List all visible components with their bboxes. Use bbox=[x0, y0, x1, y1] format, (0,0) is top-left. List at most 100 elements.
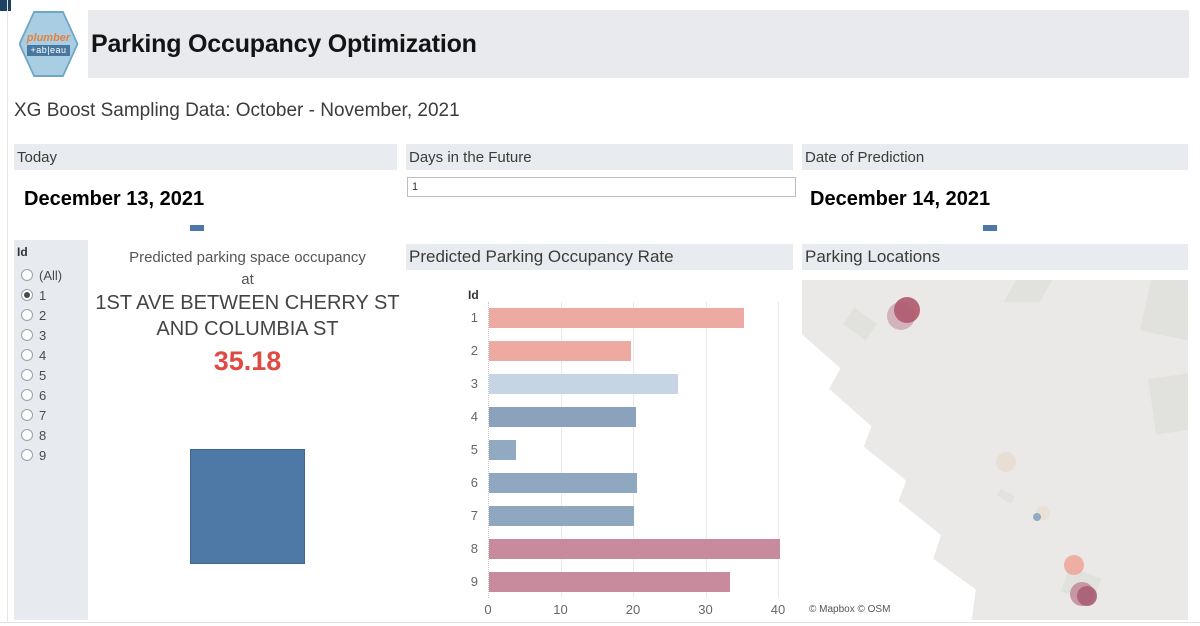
map-dot-1[interactable] bbox=[894, 297, 920, 323]
logo-word-tableau: +ab|eau bbox=[27, 44, 70, 56]
bar-label-2: 2 bbox=[470, 343, 478, 358]
bar-label-1: 1 bbox=[470, 310, 478, 325]
map-land-patch bbox=[842, 307, 878, 341]
today-date-value: December 13, 2021 bbox=[24, 188, 205, 210]
date-of-prediction-label: Date of Prediction bbox=[805, 148, 925, 166]
map-dot-5[interactable] bbox=[1077, 586, 1097, 606]
logo-hexagon-icon: plumber +ab|eau bbox=[18, 11, 79, 77]
radio-icon[interactable] bbox=[21, 349, 33, 361]
bar-label-4: 4 bbox=[470, 409, 478, 424]
map-dot-3[interactable] bbox=[1033, 513, 1041, 521]
bar-id-5[interactable] bbox=[489, 440, 516, 460]
radio-icon[interactable] bbox=[21, 409, 33, 421]
chart-x-tick: 10 bbox=[553, 602, 568, 617]
radio-icon[interactable] bbox=[21, 389, 33, 401]
chart-x-tick: 40 bbox=[770, 602, 786, 617]
radio-icon[interactable] bbox=[21, 329, 33, 341]
map-dot-2[interactable] bbox=[996, 452, 1016, 472]
days-in-future-label: Days in the Future bbox=[409, 148, 532, 166]
bar-id-4[interactable] bbox=[489, 407, 637, 427]
id-option-label: 3 bbox=[39, 327, 47, 343]
id-option-8[interactable]: 8 bbox=[14, 425, 88, 445]
bar-label-7: 7 bbox=[470, 508, 478, 523]
logo: plumber +ab|eau bbox=[14, 10, 83, 78]
radio-icon[interactable] bbox=[21, 269, 33, 281]
panel-header-days-in-future: Days in the Future bbox=[406, 144, 793, 170]
chart-gridline bbox=[778, 302, 779, 598]
chart-gridline bbox=[488, 302, 490, 598]
panel-header-chart: Predicted Parking Occupancy Rate bbox=[406, 244, 793, 270]
radio-icon[interactable] bbox=[21, 429, 33, 441]
id-filter-label: Id bbox=[17, 245, 28, 259]
bottom-divider bbox=[0, 622, 1200, 623]
id-option-4[interactable]: 4 bbox=[14, 345, 88, 365]
chart-x-tick: 30 bbox=[698, 602, 713, 617]
prediction-card-line2: at bbox=[241, 271, 254, 288]
id-option-9[interactable]: 9 bbox=[14, 445, 88, 465]
panel-header-map: Parking Locations bbox=[802, 244, 1188, 270]
id-option-label: 9 bbox=[39, 447, 47, 463]
map-land-patch bbox=[997, 488, 1015, 504]
id-option-7[interactable]: 7 bbox=[14, 405, 88, 425]
id-option-label: 8 bbox=[39, 427, 47, 443]
chart-axis-title: Id bbox=[468, 288, 479, 302]
id-filter-options: (All) 1 2 3 4 5 6 7 8 9 bbox=[14, 265, 88, 465]
radio-icon[interactable] bbox=[21, 309, 33, 321]
corner-mark bbox=[0, 0, 11, 11]
map-land-patch bbox=[1148, 373, 1188, 435]
bar-label-9: 9 bbox=[470, 574, 478, 589]
id-option-label: 6 bbox=[39, 387, 47, 403]
prediction-date-value: December 14, 2021 bbox=[810, 188, 991, 210]
bar-id-9[interactable] bbox=[489, 572, 730, 592]
occupancy-bar-chart: Id 0 10 20 30 40 1 2 3 4 5 6 7 8 9 bbox=[406, 280, 793, 620]
today-label: Today bbox=[17, 148, 58, 166]
occupancy-square-mark[interactable] bbox=[190, 449, 305, 564]
page-title: Parking Occupancy Optimization bbox=[91, 29, 477, 58]
prediction-card-street-line1: 1ST AVE BETWEEN CHERRY ST bbox=[95, 292, 400, 314]
id-option-2[interactable]: 2 bbox=[14, 305, 88, 325]
chart-gridline bbox=[560, 302, 562, 598]
prediction-gantt-mark[interactable] bbox=[983, 225, 997, 231]
id-option-5[interactable]: 5 bbox=[14, 365, 88, 385]
radio-icon[interactable] bbox=[21, 449, 33, 461]
map-land-patch bbox=[1140, 280, 1188, 341]
days-in-future-input[interactable] bbox=[407, 177, 796, 197]
left-divider bbox=[7, 0, 8, 622]
bar-label-3: 3 bbox=[470, 376, 478, 391]
panel-header-date-of-prediction: Date of Prediction bbox=[802, 144, 1188, 170]
map-land-patch bbox=[1003, 280, 1053, 302]
bar-id-1[interactable] bbox=[489, 308, 745, 328]
panel-header-today: Today bbox=[14, 144, 397, 170]
radio-icon[interactable] bbox=[21, 289, 33, 301]
id-filter-panel: Id (All) 1 2 3 4 5 6 7 8 9 bbox=[14, 240, 88, 620]
id-option-label: 7 bbox=[39, 407, 47, 423]
chart-x-tick: 0 bbox=[484, 602, 492, 617]
bar-id-8[interactable] bbox=[489, 539, 780, 559]
subtitle: XG Boost Sampling Data: October - Novemb… bbox=[14, 100, 460, 121]
prediction-card-line1: Predicted parking space occupancy bbox=[129, 249, 366, 266]
id-option-label: 4 bbox=[39, 347, 47, 363]
id-option-label: (All) bbox=[39, 267, 63, 283]
bar-id-3[interactable] bbox=[489, 374, 679, 394]
map-title: Parking Locations bbox=[805, 247, 941, 266]
id-option-1[interactable]: 1 bbox=[14, 285, 88, 305]
title-band: Parking Occupancy Optimization bbox=[88, 10, 1189, 78]
bar-label-6: 6 bbox=[470, 475, 478, 490]
map-dot-4[interactable] bbox=[1064, 555, 1084, 575]
id-option-6[interactable]: 6 bbox=[14, 385, 88, 405]
bar-id-7[interactable] bbox=[489, 506, 634, 526]
today-gantt-mark[interactable] bbox=[190, 225, 204, 231]
id-option-label: 1 bbox=[39, 287, 47, 303]
chart-gridline bbox=[705, 302, 707, 598]
chart-title: Predicted Parking Occupancy Rate bbox=[409, 247, 674, 266]
radio-icon[interactable] bbox=[21, 369, 33, 381]
chart-gridline bbox=[633, 302, 634, 598]
id-option-all[interactable]: (All) bbox=[14, 265, 88, 285]
bar-id-2[interactable] bbox=[489, 341, 632, 361]
prediction-card-street-line2: AND COLUMBIA ST bbox=[156, 318, 339, 340]
parking-locations-map[interactable]: © Mapbox © OSM bbox=[802, 280, 1188, 620]
map-attribution: © Mapbox © OSM bbox=[802, 602, 898, 617]
prediction-value: 35.18 bbox=[213, 346, 282, 376]
id-option-3[interactable]: 3 bbox=[14, 325, 88, 345]
bar-id-6[interactable] bbox=[489, 473, 637, 493]
